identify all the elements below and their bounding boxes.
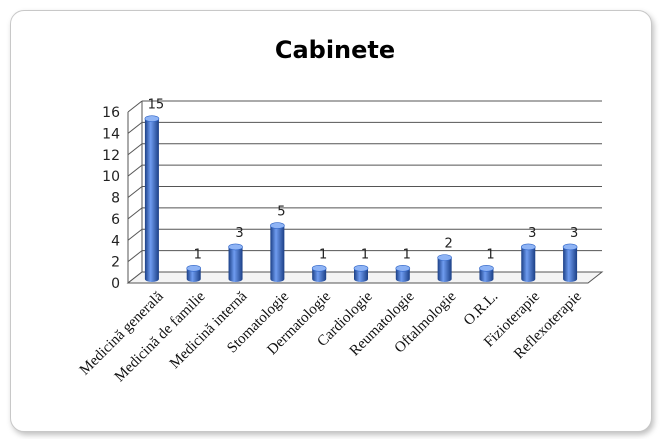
bar: [520, 243, 536, 282]
bar: [479, 265, 494, 282]
bar-cap: [520, 243, 536, 251]
data-label: 1: [486, 247, 494, 262]
chart-title: Cabinete: [275, 36, 395, 64]
gridline-side: [127, 143, 143, 156]
bar-body: [395, 268, 410, 282]
data-label: 5: [277, 205, 285, 220]
data-label: 3: [528, 226, 536, 241]
bar: [311, 265, 327, 282]
chart-frame: [10, 10, 652, 432]
gridline-side: [127, 164, 143, 177]
bar-body: [270, 225, 285, 282]
y-tick-label: 16: [102, 105, 120, 121]
bar-body: [312, 268, 327, 282]
bar-body: [228, 246, 243, 282]
bar-body: [354, 268, 368, 282]
y-tick-label: 4: [111, 233, 120, 249]
gridline-side: [127, 186, 143, 198]
bar: [144, 115, 160, 282]
y-tick-label: 0: [111, 276, 120, 292]
bar-cap: [186, 265, 202, 272]
data-label: 1: [403, 247, 411, 262]
bar-body: [479, 268, 494, 282]
bar: [562, 243, 578, 282]
bar: [395, 265, 411, 282]
bar: [270, 222, 285, 282]
bar-body: [521, 246, 536, 282]
data-label: 1: [319, 247, 327, 262]
data-label: 1: [361, 247, 369, 262]
bar-body: [437, 257, 452, 282]
bar-cap: [395, 265, 411, 272]
data-label: 1: [194, 247, 202, 262]
gridline-side: [127, 121, 143, 134]
data-label: 15: [148, 98, 165, 113]
gridline-side: [127, 228, 143, 241]
gridline-side: [127, 207, 143, 220]
bars-layer: [144, 115, 578, 282]
y-tick-label: 10: [102, 169, 120, 185]
bar: [353, 265, 369, 282]
y-tick-label: 12: [102, 148, 120, 164]
y-tick-label: 8: [111, 191, 120, 207]
x-tick-label: O.R.L.: [461, 289, 501, 329]
bar-cap: [479, 265, 494, 272]
bar-cap: [353, 265, 369, 272]
bar-body: [186, 268, 201, 282]
gridline-side: [127, 100, 143, 113]
y-tick-label: 6: [111, 212, 120, 228]
bar-body: [144, 118, 159, 282]
bar: [186, 265, 202, 282]
bar: [228, 243, 243, 282]
data-label: 2: [444, 237, 452, 252]
gridline-side: [127, 250, 143, 263]
bar-cap: [270, 222, 285, 229]
bar-cap: [562, 243, 578, 251]
bar-cap: [311, 265, 327, 272]
bar-cap: [437, 254, 452, 261]
y-tick-label: 2: [111, 255, 120, 271]
data-label: 3: [570, 226, 578, 241]
bar: [437, 254, 452, 282]
bar-cap: [144, 115, 160, 122]
y-tick-label: 14: [102, 126, 120, 142]
bar-cap: [228, 243, 243, 251]
bar-body: [563, 246, 578, 282]
data-label: 3: [235, 226, 243, 241]
